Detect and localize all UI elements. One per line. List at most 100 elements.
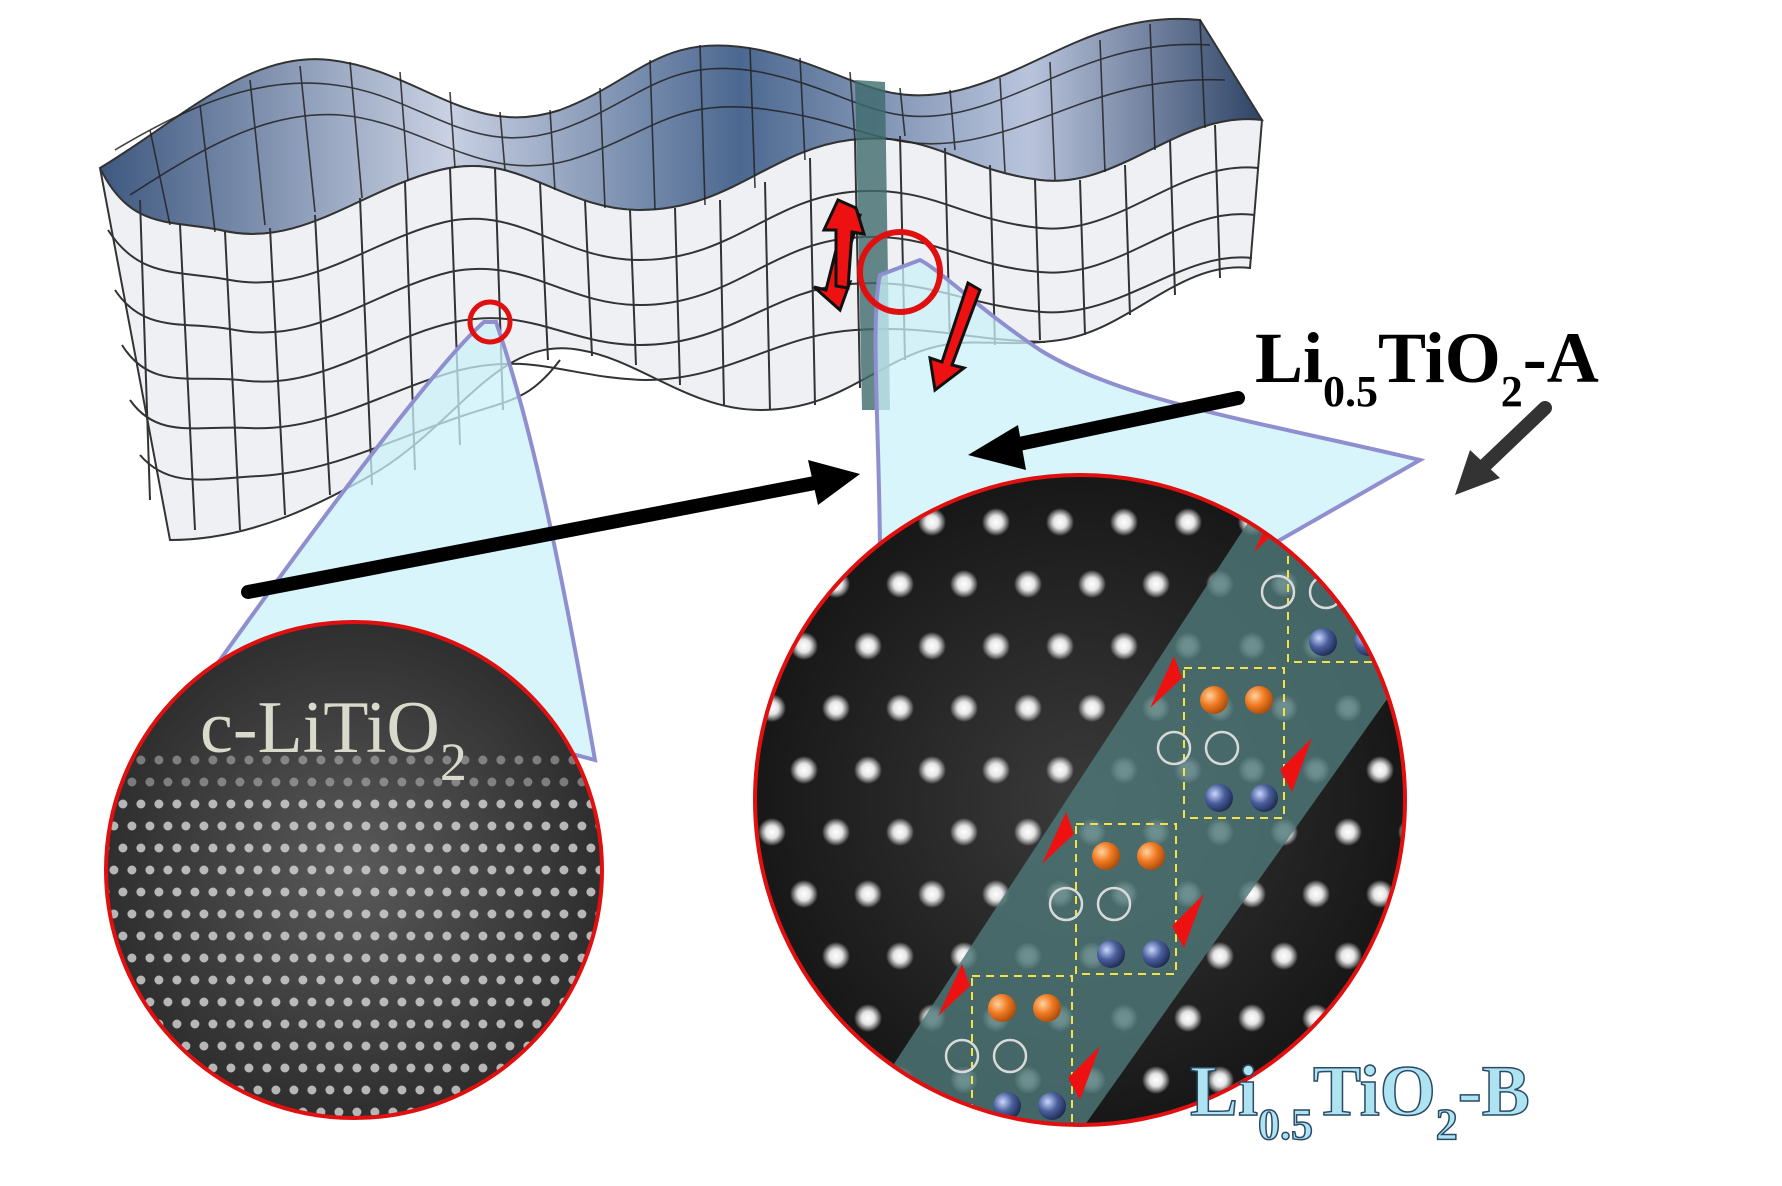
atom-column [726,632,754,660]
atom-column [822,694,850,722]
lattice-dot [289,1041,299,1051]
atom-column [982,632,1010,660]
lattice-dot [442,975,452,985]
lattice-dot [532,975,542,985]
lattice-dot [442,843,452,853]
lattice-dot [442,931,452,941]
lattice-dot [280,931,290,941]
vacancy-ring-icon [1156,730,1192,766]
red-arrow-icon [1068,1046,1100,1100]
atom-column [982,756,1010,784]
lattice-dot [325,909,335,919]
lattice-dot [541,865,551,875]
lattice-dot [343,909,353,919]
lattice-dot [433,909,443,919]
lattice-dot [361,777,371,787]
lattice-dot [388,975,398,985]
lattice-dot [613,1042,622,1051]
lattice-dot [298,755,308,765]
lattice-dot [352,931,362,941]
lattice-dot [595,865,602,875]
lattice-dot [226,887,236,897]
lattice-dot [235,1041,245,1051]
lattice-dot [136,1063,146,1073]
lattice-dot [163,777,173,787]
lattice-dot [307,1041,317,1051]
lattice-dot [280,755,290,765]
lattice-dot [109,1085,119,1095]
atom-column [1366,1004,1394,1032]
lattice-dot [361,909,371,919]
atom-column [950,694,978,722]
lattice-dot [460,975,470,985]
lattice-dot [280,843,290,853]
lattice-dot [433,1041,443,1051]
vacancy-ring-icon [1260,574,1296,610]
lattice-dot [136,975,146,985]
lattice-dot [226,1019,236,1029]
lattice-dot [181,953,191,963]
lattice-dot [451,909,461,919]
lattice-dot [469,777,479,787]
lattice-dot [460,755,470,765]
lattice-dot [577,821,587,831]
lattice-dot [298,799,308,809]
atom-column [1206,942,1234,970]
lattice-dot [190,799,200,809]
lattice-dot [532,843,542,853]
lattice-dot [442,887,452,897]
lattice-dot [271,821,281,831]
lattice-dot [298,1063,308,1073]
lattice-dot [181,777,191,787]
lattice-dot [370,843,380,853]
lattice-dot [541,821,551,831]
lattice-dot [397,821,407,831]
lattice-dot [325,953,335,963]
right-stem-image [726,473,1407,1127]
lattice-dot [478,975,488,985]
left-lattice [106,755,622,1117]
atom-column [854,632,882,660]
lattice-dot [253,953,263,963]
lattice-dot [442,755,452,765]
atom-column [918,880,946,908]
lattice-dot [487,1041,497,1051]
lattice-dot [343,1085,353,1095]
lattice-dot [163,953,173,963]
lattice-dot [298,1019,308,1029]
lattice-dot [154,755,164,765]
vacancy-ring-icon [1048,886,1084,922]
atom-column [1174,1004,1202,1032]
lattice-dot [154,843,164,853]
lattice-dot [127,777,137,787]
blue-atom-icon [1250,784,1278,812]
lattice-dot [478,931,488,941]
lattice-dot [487,997,497,1007]
lattice-dot [505,909,515,919]
lattice-dot [118,1107,128,1117]
atom-column [726,880,754,908]
lattice-dot [415,997,425,1007]
lattice-dot [415,865,425,875]
lattice-dot [334,799,344,809]
lattice-dot [532,887,542,897]
lattice-dot [136,1107,146,1117]
lattice-dot [226,799,236,809]
lattice-dot [397,997,407,1007]
lattice-dot [136,1019,146,1029]
lattice-dot [199,953,209,963]
lattice-dot [433,997,443,1007]
lattice-dot [316,931,326,941]
lattice-dot [514,843,524,853]
lattice-dot [577,1041,587,1051]
lattice-dot [613,910,622,919]
lattice-dot [136,755,146,765]
lattice-dot [199,821,209,831]
lattice-dot [325,865,335,875]
lattice-dot [451,953,461,963]
lattice-dot [217,821,227,831]
lattice-dot [478,1063,488,1073]
lattice-dot [361,997,371,1007]
lattice-dot [487,1085,497,1095]
